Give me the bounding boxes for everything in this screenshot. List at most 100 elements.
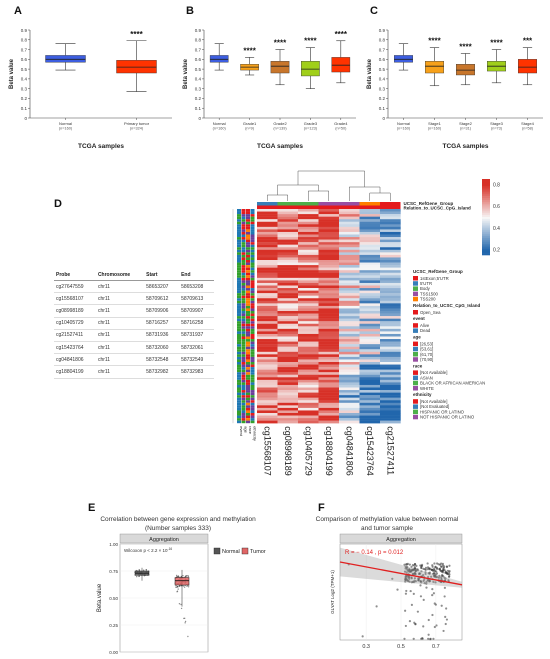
heatmap-cell: [298, 285, 319, 289]
jitter-point: [184, 620, 187, 623]
heatmap-cell: [359, 346, 381, 350]
heatmap-cell: [277, 290, 299, 294]
row-annotation-cell: [241, 298, 246, 301]
row-annotation-cell: [250, 298, 255, 301]
heatmap-cell: [298, 387, 319, 391]
row-annotation-cell: [250, 288, 255, 291]
scatter-point: [413, 577, 417, 580]
row-annotation-cell: [246, 405, 250, 408]
color-scale-cell: [482, 220, 490, 223]
dendrogram-branch: [369, 192, 391, 201]
heatmap-cell: [339, 400, 360, 403]
heatmap-cell: [339, 356, 360, 360]
box-chart-b: 0 0.1 0.2 0.3 0.4 0.5 0.6 0.7 0.8 0.9 Beta value No…: [183, 28, 356, 150]
row-annotation-cell: [246, 219, 250, 222]
heatmap-cell: [359, 318, 381, 322]
heatmap-cell: [380, 249, 401, 253]
heatmap-cell: [359, 316, 381, 319]
heatmap-cell: [359, 341, 381, 345]
y-axis-label: Beta value: [367, 58, 373, 89]
jitter-point: [178, 585, 181, 587]
row-annotation-cell: [246, 308, 250, 311]
heatmap-cell: [277, 282, 299, 286]
heatmap-cell: [339, 346, 360, 350]
heatmap-cell: [318, 277, 340, 281]
heatmap-cell: [277, 231, 299, 235]
scatter-point: [403, 563, 406, 566]
row-annotation-cell: [250, 328, 255, 332]
heatmap-cell: [318, 231, 340, 235]
row-annotation-cell: [237, 395, 241, 398]
y-tick-label: 0.75: [109, 569, 118, 574]
row-annotation-cell: [246, 313, 250, 317]
heatmap-cell: [257, 260, 278, 263]
heatmap-cell: [380, 262, 401, 266]
heatmap-cell: [318, 387, 340, 391]
row-annotation-cell: [241, 214, 246, 217]
row-annotation-cell: [250, 270, 255, 273]
row-annotation-cell: [237, 369, 241, 373]
heatmap-cell: [257, 303, 278, 307]
row-annotation-cell: [237, 377, 241, 380]
row-annotation-cell: [237, 339, 241, 342]
heatmap-cell: [339, 341, 360, 345]
heatmap-cell: [380, 282, 401, 286]
row-annotation-cell: [237, 305, 241, 309]
heatmap-cell: [318, 321, 340, 324]
heatmap-cell: [277, 356, 299, 360]
heatmap-cell: [277, 344, 299, 347]
color-scale-cell: [482, 232, 490, 235]
row-annotation-cell: [246, 356, 250, 360]
heatmap-cell: [380, 313, 401, 317]
heatmap-cell: [339, 211, 360, 215]
row-annotation-cell: [241, 224, 246, 227]
scatter-point: [442, 568, 445, 571]
heatmap-cell: [298, 219, 319, 222]
table-cell: 58709612: [144, 292, 180, 306]
heatmap-column-label: cg18804199: [324, 426, 334, 476]
table-cell: chr11: [95, 365, 145, 379]
scatter-point: [442, 574, 445, 578]
heatmap-cell: [257, 413, 278, 416]
row-annotation-cell: [250, 211, 255, 215]
row-annotation-cell: [246, 354, 250, 357]
scatter-point: [444, 615, 447, 618]
row-annotation-cell: [237, 226, 241, 230]
box-chart-e: Aggregation 0.00 0.25 0.50 0.75 1.00 Beta.valu…: [97, 533, 266, 655]
heatmap-cell: [257, 239, 278, 243]
row-annotation-cell: [246, 318, 250, 322]
box-rect: [331, 57, 351, 73]
heatmap-cell: [339, 234, 360, 238]
heatmap-cell: [257, 326, 278, 330]
row-annotation-cell: [241, 367, 246, 370]
legend-item: TSS200: [420, 297, 436, 302]
scatter-point: [446, 569, 450, 572]
scatter-point: [425, 580, 428, 583]
row-annotation-cell: [246, 272, 250, 276]
scatter-point: [422, 579, 425, 583]
row-annotation-cell: [237, 209, 241, 212]
row-annotation-cell: [237, 382, 241, 385]
heatmap-cell: [318, 308, 340, 312]
col-annotation-label: UCSC_RefGene_Group: [404, 201, 454, 206]
heatmap-cell: [380, 231, 401, 235]
scatter-point: [425, 582, 428, 585]
legend-item: Body: [420, 286, 431, 291]
heatmap-chart-d: UCSC_RefGene_GroupRelation_to_UCSC_CpG_I…: [232, 170, 500, 476]
heatmap-cell: [380, 216, 401, 220]
scatter-point: [437, 576, 441, 579]
color-scale-cell: [482, 207, 490, 210]
scatter-point: [443, 595, 446, 598]
heatmap-cell: [339, 313, 360, 317]
heatmap-cell: [339, 231, 360, 235]
row-annotation-cell: [237, 397, 241, 401]
row-annotation-cell: [241, 333, 246, 337]
heatmap-cell: [380, 214, 401, 217]
heatmap-cell: [318, 420, 340, 424]
heatmap-cell: [298, 277, 319, 281]
jitter-point: [145, 569, 148, 571]
heatmap-cell: [339, 209, 360, 212]
heatmap-cell: [339, 362, 360, 365]
row-annotation-cell: [241, 420, 246, 424]
row-annotation-cell: [237, 346, 241, 350]
